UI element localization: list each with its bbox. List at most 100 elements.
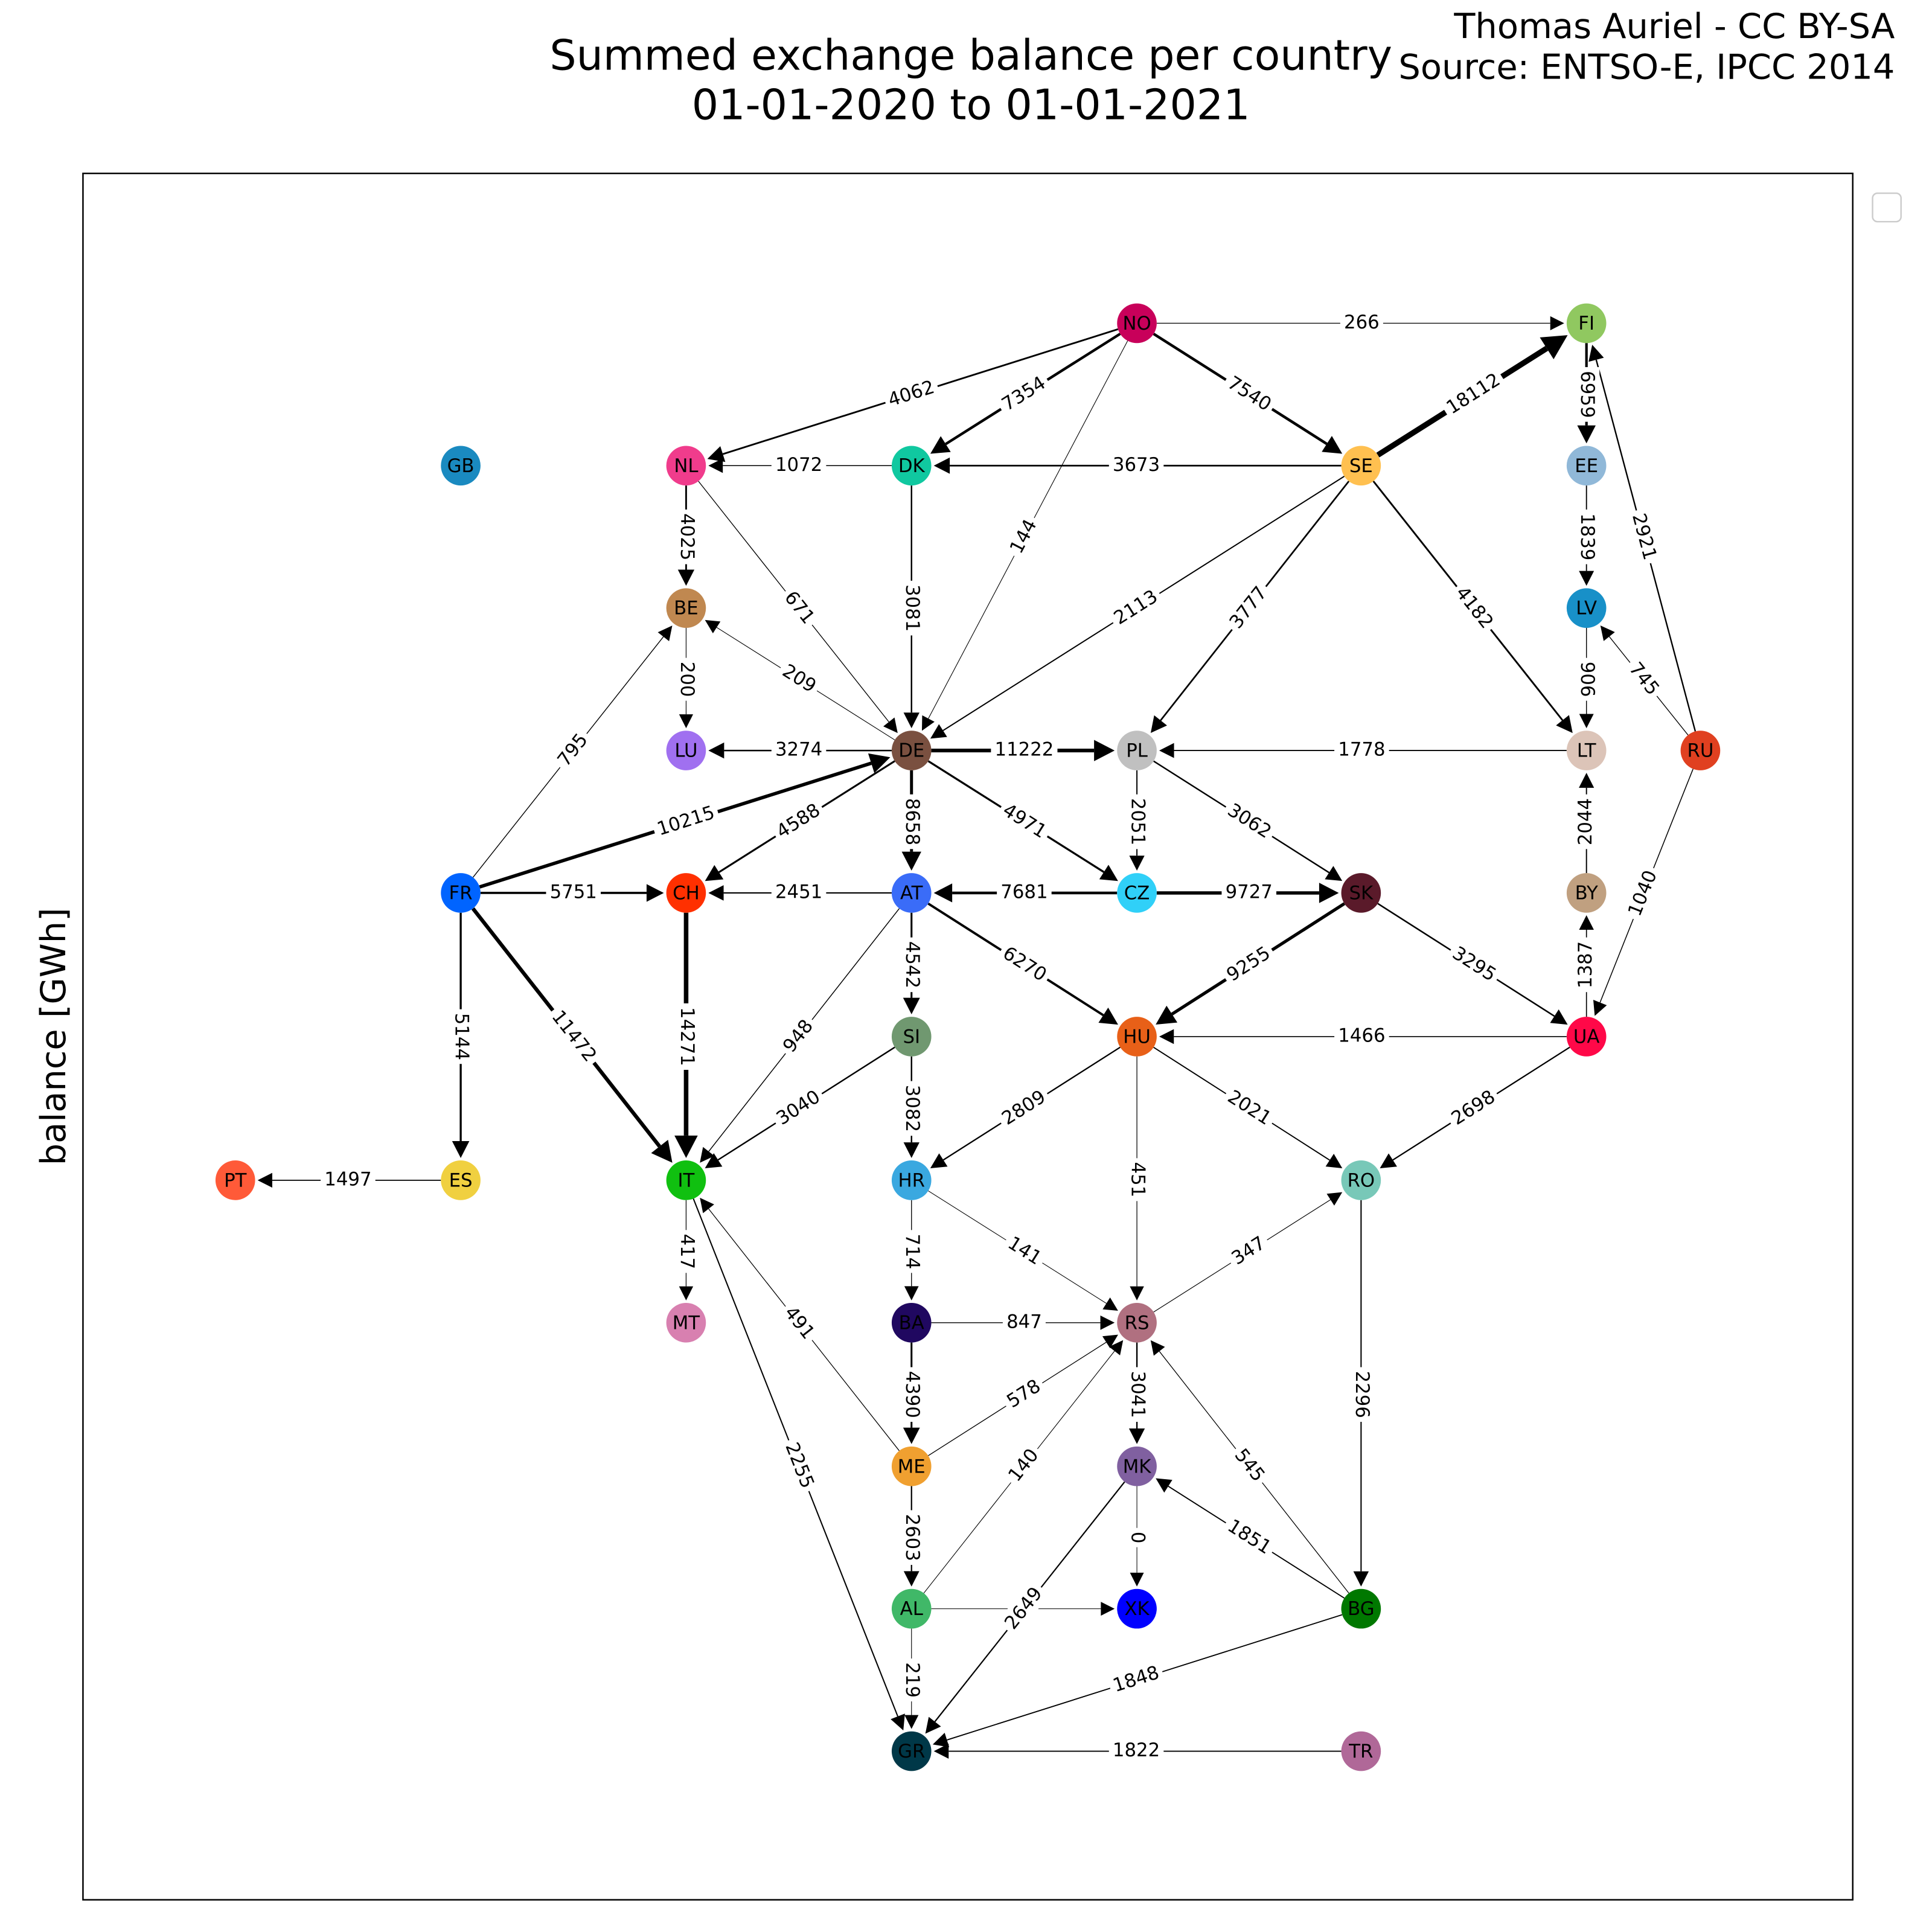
arrowhead xyxy=(904,1286,919,1300)
node xyxy=(215,1160,255,1200)
arrowhead xyxy=(903,712,920,729)
edge-label-group: 5144 xyxy=(449,1009,474,1064)
edge-label: 1466 xyxy=(1338,1025,1385,1046)
edge-label: 7681 xyxy=(1000,881,1048,903)
arrowhead xyxy=(930,1153,948,1169)
arrowhead xyxy=(1156,1005,1178,1025)
edge-label-bg xyxy=(900,1367,925,1422)
node xyxy=(666,588,706,628)
arrowhead xyxy=(1579,571,1595,586)
edge-label-bg xyxy=(1000,1229,1049,1273)
node-label: FR xyxy=(449,883,473,904)
edge-label: 1072 xyxy=(775,454,822,476)
node-label: BA xyxy=(899,1312,924,1334)
edge-label-group: 8658 xyxy=(900,794,925,849)
edge-label-group: 9727 xyxy=(1221,880,1277,904)
arrowhead xyxy=(1579,915,1594,930)
title: 01-01-2020 to 01-01-2021 xyxy=(692,80,1250,129)
edge-label: 3041 xyxy=(1127,1371,1149,1418)
node-label: NL xyxy=(674,455,698,477)
node-label: IT xyxy=(677,1169,694,1191)
arrowhead xyxy=(1150,1340,1165,1356)
node xyxy=(891,873,932,913)
arrowhead xyxy=(705,865,724,881)
legend-box xyxy=(1872,192,1902,223)
edge-label-bg xyxy=(1220,368,1279,419)
edge-label: 847 xyxy=(1006,1311,1042,1332)
node xyxy=(1566,588,1607,628)
edge-label-bg xyxy=(650,799,721,843)
node xyxy=(666,1160,706,1200)
node xyxy=(1566,1017,1607,1057)
arrowhead xyxy=(1102,1297,1118,1311)
arrowhead xyxy=(1108,1340,1124,1355)
edge-label-group: 4390 xyxy=(900,1367,925,1422)
edge-label-bg xyxy=(769,1083,828,1133)
arrowhead xyxy=(257,1172,272,1188)
edge-label-bg xyxy=(769,796,828,846)
node xyxy=(441,1160,481,1200)
edge-label: 1778 xyxy=(1338,739,1385,761)
node xyxy=(1341,1588,1381,1629)
arrowhead xyxy=(1579,714,1594,729)
arrowhead xyxy=(1130,1286,1144,1300)
edge-label-bg xyxy=(1621,863,1665,923)
node xyxy=(1117,731,1157,770)
node-label: FI xyxy=(1578,313,1595,334)
arrowhead xyxy=(1319,883,1339,903)
edge-label-group: 200 xyxy=(674,657,699,701)
arrowhead xyxy=(1322,436,1343,454)
arrowhead xyxy=(933,457,950,474)
arrowhead xyxy=(705,619,721,633)
node-label: MT xyxy=(673,1312,700,1334)
arrowhead xyxy=(708,742,724,759)
edge-label-group: 4025 xyxy=(674,509,699,565)
node-label: AL xyxy=(900,1598,923,1620)
edge-label-bg xyxy=(775,1011,821,1061)
edge-label-group: 1497 xyxy=(321,1167,376,1192)
edge-label-group: 1839 xyxy=(1575,509,1600,565)
edge-label: 906 xyxy=(1576,662,1598,697)
node-label: DK xyxy=(898,455,926,477)
edge-label: 4025 xyxy=(676,513,698,560)
edge-label: 4390 xyxy=(901,1371,923,1418)
node-label: GB xyxy=(447,455,475,477)
edge-label: 266 xyxy=(1344,312,1380,333)
arrowhead xyxy=(1579,773,1595,788)
edge-label-bg xyxy=(997,1579,1051,1637)
edge-label-bg xyxy=(775,656,824,700)
node-label: PT xyxy=(224,1169,247,1191)
node xyxy=(1680,731,1721,770)
edge-label-bg xyxy=(674,657,699,701)
arrowhead xyxy=(1325,866,1343,881)
arrowhead xyxy=(674,1135,698,1158)
edge-label-bg xyxy=(1108,1738,1164,1763)
edge-label-group: 2044 xyxy=(1573,794,1598,849)
edge-label-bg xyxy=(321,1167,376,1192)
edge-label-bg xyxy=(994,368,1054,419)
edge-label-bg xyxy=(1448,578,1502,637)
arrowhead xyxy=(1129,856,1145,871)
edge-label-group: 11222 xyxy=(991,737,1058,762)
node xyxy=(1566,873,1607,913)
edge-label-group: 2051 xyxy=(1125,794,1150,849)
arrowhead xyxy=(903,1427,920,1444)
edge-label-group: 3082 xyxy=(900,1081,925,1136)
node xyxy=(1117,1588,1157,1629)
arrowhead xyxy=(933,1744,949,1759)
edge-label-bg xyxy=(1349,1367,1374,1422)
node xyxy=(1341,1731,1381,1771)
edge-label-group: 219 xyxy=(900,1659,925,1702)
edge-label-group: 3081 xyxy=(900,580,925,636)
edge-label-bg xyxy=(1444,1083,1503,1133)
edge-label-bg xyxy=(1444,939,1504,989)
edge-label: 1387 xyxy=(1575,941,1596,988)
edge-label-bg xyxy=(778,1435,821,1495)
edge-label-group: 14271 xyxy=(674,1003,699,1070)
edge-label-bg xyxy=(1224,1229,1273,1273)
edge-label-group: 0 xyxy=(1125,1527,1150,1547)
edge-label: 9727 xyxy=(1226,881,1273,903)
edge-label-bg xyxy=(1438,365,1508,422)
node xyxy=(441,446,481,486)
